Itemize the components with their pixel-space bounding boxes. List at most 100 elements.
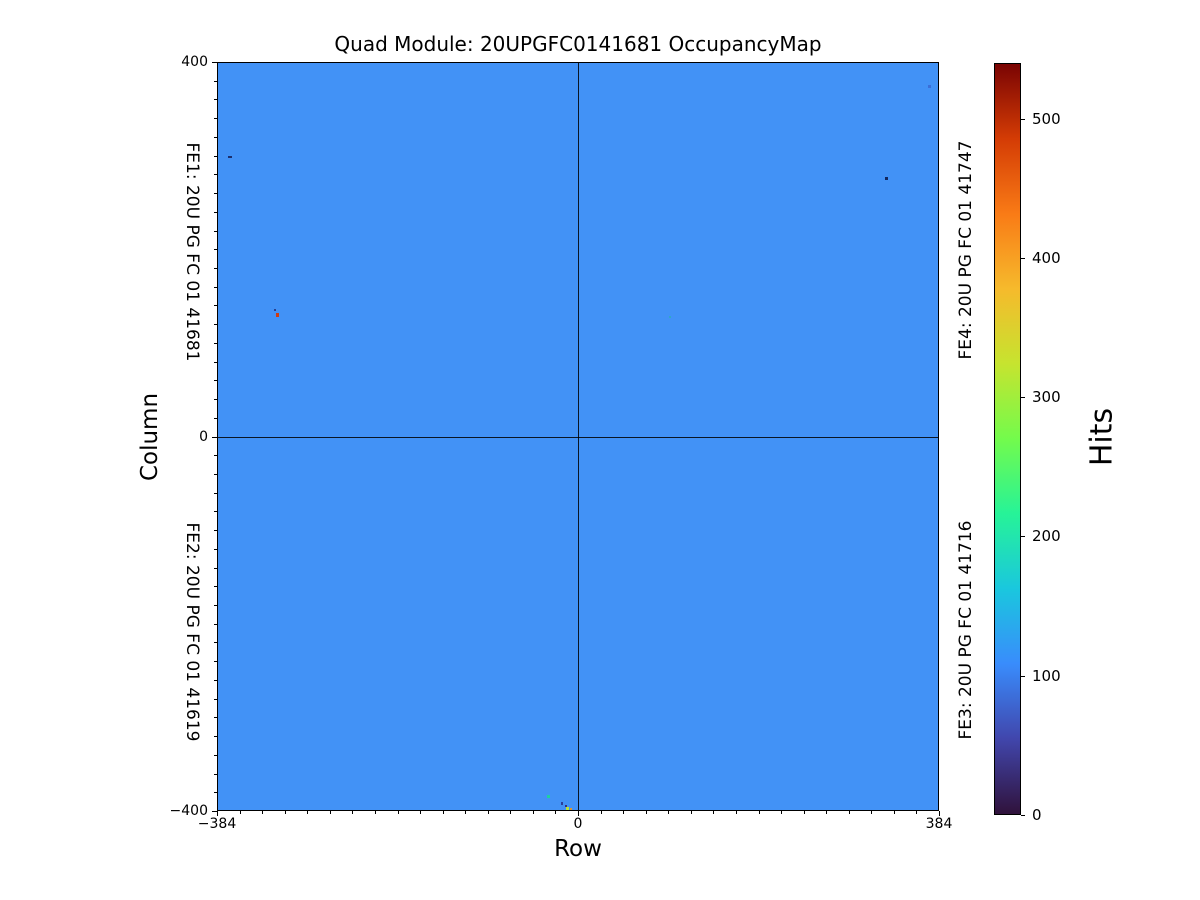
quadrant-divider-horizontal (218, 436, 938, 438)
y-minor-tick (214, 642, 217, 644)
x-minor-tick (465, 811, 467, 814)
colorbar (994, 63, 1021, 815)
heatmap-plot-area (217, 62, 939, 811)
anomaly-pixel (668, 316, 671, 318)
fe4-chip-label: FE4: 20U PG FC 01 41747 (956, 140, 976, 360)
y-minor-tick (214, 305, 217, 307)
y-minor-tick (214, 417, 217, 419)
x-minor-tick (442, 811, 444, 814)
colorbar-tick (1021, 397, 1025, 399)
x-minor-tick (284, 811, 286, 814)
x-minor-tick (329, 811, 331, 814)
x-minor-tick (781, 811, 783, 814)
x-minor-tick (668, 811, 670, 814)
x-major-tick (939, 811, 940, 816)
x-minor-tick (374, 811, 376, 814)
y-minor-tick (214, 80, 217, 82)
colorbar-tick (1021, 257, 1025, 259)
y-tick-label: 0 (199, 428, 208, 445)
y-minor-tick (214, 492, 217, 494)
x-axis-label: Row (554, 836, 602, 862)
fe2-chip-label: FE2: 20U PG FC 01 41619 (182, 522, 202, 742)
colorbar-tick (1021, 675, 1025, 677)
colorbar-tick-label: 400 (1032, 248, 1061, 267)
y-tick-label: −400 (169, 803, 208, 819)
y-axis-label: Column (137, 392, 163, 482)
x-minor-tick (532, 811, 534, 814)
x-minor-tick (555, 811, 557, 814)
x-minor-tick (420, 811, 422, 814)
x-tick-label: −384 (197, 816, 237, 832)
x-minor-tick (713, 811, 715, 814)
x-minor-tick (690, 811, 692, 814)
x-minor-tick (239, 811, 241, 814)
y-minor-tick (214, 661, 217, 663)
anomaly-pixel (928, 84, 932, 88)
y-minor-tick (214, 361, 217, 363)
y-minor-tick (214, 211, 217, 213)
x-minor-tick (826, 811, 828, 814)
colorbar-tick-label: 0 (1032, 806, 1042, 824)
anomaly-pixel (884, 177, 888, 181)
y-minor-tick (214, 530, 217, 532)
y-minor-tick (214, 118, 217, 120)
x-minor-tick (623, 811, 625, 814)
y-minor-tick (214, 586, 217, 588)
anomaly-pixel (569, 808, 572, 811)
anomaly-pixel (275, 313, 279, 318)
x-minor-tick (848, 811, 850, 814)
fe1-chip-label: FE1: 20U PG FC 01 41681 (182, 142, 202, 362)
y-minor-tick (214, 679, 217, 681)
colorbar-tick-label: 200 (1032, 527, 1061, 546)
x-tick-label: 384 (925, 816, 953, 832)
x-major-tick (217, 811, 218, 816)
y-minor-tick (214, 736, 217, 738)
x-minor-tick (352, 811, 354, 814)
x-minor-tick (758, 811, 760, 814)
x-minor-tick (916, 811, 918, 814)
y-minor-tick (214, 230, 217, 232)
x-minor-tick (487, 811, 489, 814)
colorbar-tick (1021, 118, 1025, 120)
y-minor-tick (214, 717, 217, 719)
y-minor-tick (214, 193, 217, 195)
y-minor-tick (214, 99, 217, 101)
y-minor-tick (214, 249, 217, 251)
anomaly-pixel (564, 805, 567, 808)
colorbar-tick-label: 300 (1032, 388, 1061, 407)
x-minor-tick (645, 811, 647, 814)
anomaly-pixel (566, 806, 570, 810)
y-minor-tick (214, 473, 217, 475)
x-minor-tick (510, 811, 512, 814)
x-tick-label: 0 (573, 816, 583, 832)
x-minor-tick (600, 811, 602, 814)
x-major-tick (578, 811, 579, 816)
y-tick-label: 400 (181, 54, 208, 70)
x-minor-tick (871, 811, 873, 814)
x-minor-tick (803, 811, 805, 814)
fe3-chip-label: FE3: 20U PG FC 01 41716 (956, 520, 976, 740)
y-minor-tick (214, 623, 217, 625)
y-minor-tick (214, 792, 217, 794)
y-minor-tick (214, 399, 217, 401)
y-minor-tick (214, 342, 217, 344)
y-minor-tick (214, 267, 217, 269)
y-minor-tick (214, 324, 217, 326)
anomaly-pixel (274, 308, 277, 311)
anomaly-pixel (546, 795, 550, 799)
y-minor-tick (214, 754, 217, 756)
y-minor-tick (214, 136, 217, 138)
anomaly-pixel (228, 156, 233, 159)
anomaly-pixel (561, 802, 564, 805)
x-minor-tick (307, 811, 309, 814)
colorbar-tick-label: 100 (1032, 666, 1061, 685)
colorbar-tick (1021, 536, 1025, 538)
x-minor-tick (893, 811, 895, 814)
x-minor-tick (397, 811, 399, 814)
y-minor-tick (214, 605, 217, 607)
y-minor-tick (214, 174, 217, 176)
colorbar-tick (1021, 815, 1025, 816)
y-minor-tick (214, 548, 217, 550)
y-major-tick (212, 436, 217, 438)
